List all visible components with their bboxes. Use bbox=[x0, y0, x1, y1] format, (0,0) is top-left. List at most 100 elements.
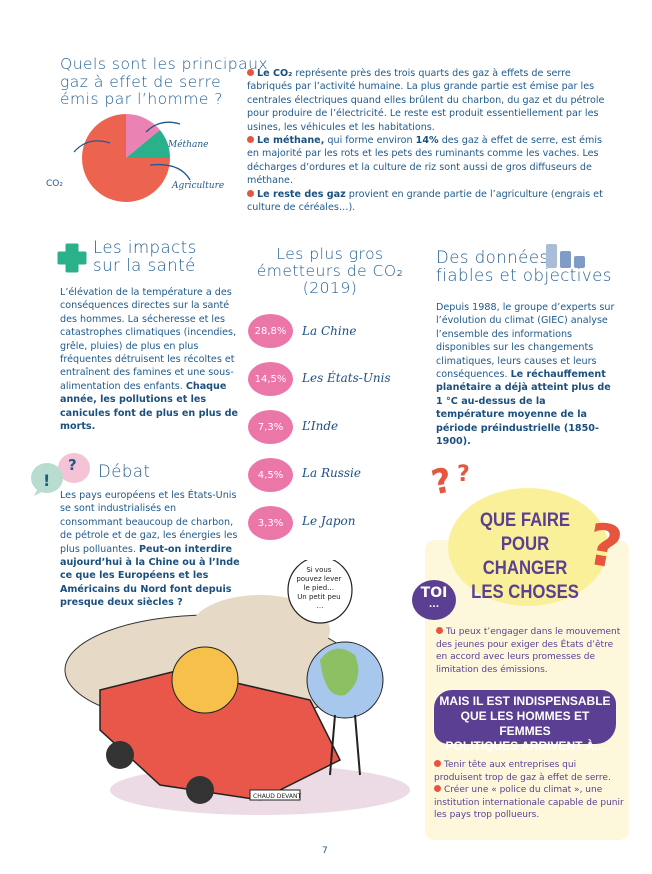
gases-title: Quels sont les principaux gaz à effet de… bbox=[60, 55, 269, 109]
pie-label-methane: Méthane bbox=[167, 139, 208, 150]
banner-line: MAIS IL EST INDISPENSABLE bbox=[439, 694, 611, 708]
toi-badge: TOI ... bbox=[412, 580, 456, 620]
pie-label-agriculture: Agriculture bbox=[171, 181, 224, 191]
title-line: fiables et objectives bbox=[436, 266, 612, 285]
bold-text: Peut-on interdire aujourd’hui à la Chine… bbox=[60, 543, 240, 609]
bullet-icon bbox=[434, 760, 441, 767]
health-title: Les impacts sur la santé bbox=[93, 239, 197, 275]
banner-line: QUE LES HOMMES ET FEMMES bbox=[460, 709, 590, 738]
list-item: Tenir tête aux entreprises qui produisen… bbox=[434, 759, 624, 784]
paragraph-methane: Le méthane, qui forme environ 14% des ga… bbox=[247, 134, 607, 188]
text: provient en grande partie de l’agricultu… bbox=[247, 188, 603, 214]
text: représente près des trois quarts des gaz… bbox=[247, 68, 605, 133]
title-line: Des données bbox=[436, 248, 549, 267]
title-line: LES CHOSES bbox=[471, 582, 579, 603]
action-title: QUE FAIRE POUR CHANGER LES CHOSES bbox=[459, 509, 591, 605]
text: Tu peux t’engager dans le mouvement des … bbox=[436, 627, 621, 675]
bold-text: Le méthane, bbox=[257, 135, 325, 147]
text: des gaz à effet de serre, est émis en ma… bbox=[247, 135, 603, 187]
text: Créer une « police du climat », une inst… bbox=[434, 785, 624, 821]
emitter-pct-badge: 7,3% bbox=[248, 410, 293, 444]
title-line: émetteurs de CO₂ bbox=[256, 262, 404, 280]
toi-text: Tu peux t’engager dans le mouvement des … bbox=[436, 626, 621, 676]
emitter-country: L’Inde bbox=[302, 419, 339, 433]
emitter-country: Les États-Unis bbox=[302, 371, 391, 385]
text: Tenir tête aux entreprises qui produisen… bbox=[434, 760, 611, 783]
earth-leg bbox=[354, 714, 361, 776]
emitter-country: La Chine bbox=[302, 324, 357, 338]
arrow-co2 bbox=[73, 140, 111, 153]
pie-slice-methane bbox=[126, 114, 160, 158]
smoke-cloud bbox=[190, 595, 330, 665]
question-mark: ? bbox=[68, 456, 77, 474]
bold-text: Le reste des gaz bbox=[257, 188, 346, 200]
question-mark-icon: ? bbox=[428, 460, 456, 504]
paragraph-co2: Le CO₂ représente près des trois quarts … bbox=[247, 67, 607, 134]
bullet-icon bbox=[247, 69, 254, 76]
title-line: Les impacts bbox=[93, 238, 197, 257]
yellow-blob bbox=[448, 488, 608, 606]
speech-line: Un petit peu bbox=[297, 593, 340, 601]
speech-line: le pied… bbox=[304, 584, 335, 592]
gases-pie-chart: Méthane CO₂ Agriculture bbox=[46, 114, 224, 202]
bullet-icon bbox=[247, 189, 254, 197]
debate-text: Les pays européens et les États-Unis se … bbox=[60, 489, 240, 610]
data-title: Des données fiables et objectives bbox=[436, 249, 612, 285]
speech-line: Si vous bbox=[306, 566, 331, 574]
emitter-pct-badge: 14,5% bbox=[248, 362, 293, 396]
title-line: QUE FAIRE bbox=[479, 510, 571, 531]
banner-line: POLITIQUES ARRIVENT À... bbox=[445, 739, 605, 753]
bar-chart-icon bbox=[546, 244, 585, 268]
health-text: L’élévation de la température a des cons… bbox=[60, 286, 240, 433]
toi-dots: ... bbox=[428, 600, 440, 610]
title-line: (2019) bbox=[302, 279, 358, 297]
license-plate bbox=[249, 789, 301, 801]
politicians-list: Tenir tête aux entreprises qui produisen… bbox=[434, 759, 624, 822]
earth-continent bbox=[320, 648, 359, 696]
bullet-icon bbox=[434, 785, 441, 793]
sun-character bbox=[171, 646, 239, 714]
speech-line: … bbox=[317, 602, 324, 610]
debate-bubbles-icon: ! ? bbox=[31, 453, 90, 496]
emitter-country: Le Japon bbox=[302, 514, 356, 528]
text: Depuis 1988, le groupe d’experts sur l’é… bbox=[436, 302, 615, 381]
arrow-agriculture bbox=[149, 163, 191, 181]
data-text: Depuis 1988, le groupe d’experts sur l’é… bbox=[436, 301, 616, 448]
pie-slice-agriculture bbox=[126, 129, 170, 158]
text: Les pays européens et les États-Unis se … bbox=[60, 490, 238, 555]
sun-car-earth-illustration: CHAUD DEVANT Si vous pouvez lever le pie… bbox=[64, 560, 410, 815]
speech-text: Si vous pouvez lever le pied… Un petit p… bbox=[296, 566, 343, 610]
bold-text: Le CO₂ bbox=[257, 68, 293, 79]
emitter-pct-badge: 28,8% bbox=[248, 314, 293, 348]
wheel bbox=[186, 776, 214, 804]
bullet-icon bbox=[436, 627, 443, 634]
exclamation-mark: ! bbox=[43, 471, 50, 490]
wheel bbox=[106, 741, 134, 769]
bold-text: 14% bbox=[415, 135, 439, 147]
paragraph-rest: Le reste des gaz provient en grande part… bbox=[247, 188, 607, 215]
emitter-pct-badge: 4,5% bbox=[248, 458, 293, 492]
title-line: Les plus gros bbox=[276, 245, 384, 263]
politicians-banner: MAIS IL EST INDISPENSABLE QUE LES HOMMES… bbox=[434, 690, 616, 753]
title-line: gaz à effet de serre bbox=[60, 72, 222, 91]
plate-text: CHAUD DEVANT bbox=[253, 793, 301, 800]
earth-leg bbox=[329, 714, 336, 776]
plus-icon bbox=[57, 243, 87, 273]
text: L’élévation de la température a des cons… bbox=[60, 287, 237, 392]
toi-label: TOI bbox=[420, 585, 448, 601]
bold-text: Le réchauffement planétaire a déjà attei… bbox=[436, 369, 611, 448]
question-mark-icon: ? bbox=[457, 462, 470, 487]
title-line: émis par l’homme ? bbox=[60, 90, 224, 108]
title-line: Quels sont les principaux bbox=[60, 55, 269, 73]
speech-line: pouvez lever bbox=[296, 575, 341, 583]
gases-text: Le CO₂ représente près des trois quarts … bbox=[247, 67, 607, 214]
page-number: 7 bbox=[322, 846, 328, 856]
arrow-methane bbox=[145, 121, 181, 133]
emitter-pct-badge: 3,3% bbox=[248, 506, 293, 540]
title-line: POUR CHANGER bbox=[482, 534, 568, 579]
debate-title: Débat bbox=[98, 462, 151, 481]
emitter-country: La Russie bbox=[302, 466, 361, 480]
pie-label-co2: CO₂ bbox=[46, 179, 63, 189]
speech-bubble bbox=[287, 560, 353, 624]
